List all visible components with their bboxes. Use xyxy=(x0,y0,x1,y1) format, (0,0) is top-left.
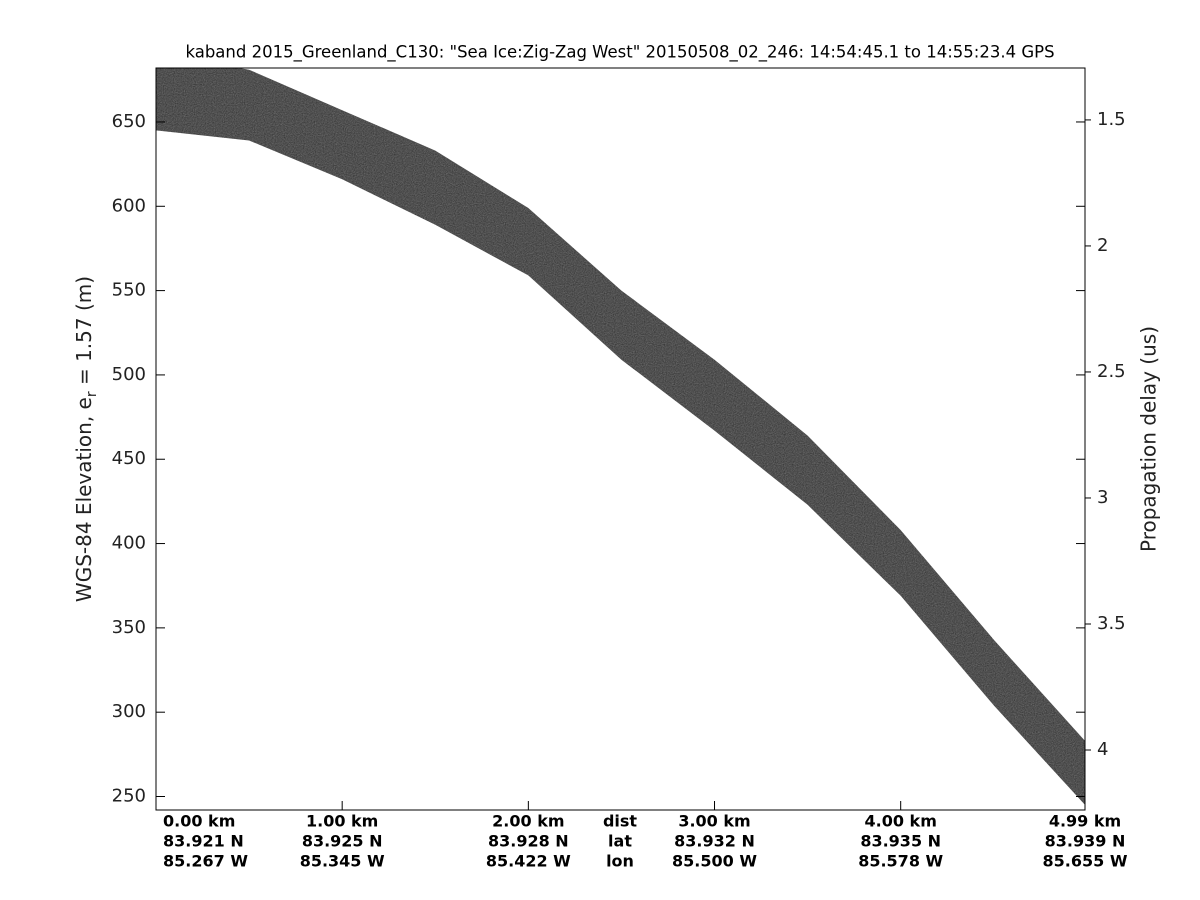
lon-label: 85.655 W xyxy=(1043,852,1128,871)
y2-tick-label: 3 xyxy=(1097,487,1108,508)
lat-label: 83.932 N xyxy=(674,832,755,851)
y-tick-label: 650 xyxy=(112,111,146,132)
plot-frame xyxy=(155,67,1086,811)
y2-tick-label: 3.5 xyxy=(1097,613,1126,634)
y-tick-label: 400 xyxy=(112,533,146,554)
row-label: lon xyxy=(606,852,634,871)
y2-tick-label: 1.5 xyxy=(1097,109,1126,130)
lon-label: 85.578 W xyxy=(858,852,943,871)
x-tick-label: 0.00 km xyxy=(163,812,235,831)
y-label-suffix: = 1.57 (m) xyxy=(72,276,96,391)
row-label: dist xyxy=(603,812,637,831)
lon-label: 85.422 W xyxy=(486,852,571,871)
x-tick-label: 2.00 km xyxy=(492,812,564,831)
row-label: lat xyxy=(608,832,632,851)
lat-label: 83.928 N xyxy=(488,832,569,851)
y-tick-label: 350 xyxy=(112,617,146,638)
x-tick-label: 4.00 km xyxy=(865,812,937,831)
y-axis-label: WGS-84 Elevation, er = 1.57 (m) xyxy=(72,276,101,602)
y-tick-label: 250 xyxy=(112,786,146,807)
y-tick-label: 550 xyxy=(112,280,146,301)
x-tick-label: 1.00 km xyxy=(306,812,378,831)
y2-tick-label: 4 xyxy=(1097,739,1108,760)
y-tick-label: 600 xyxy=(112,195,146,216)
y-label-text: WGS-84 Elevation, e xyxy=(72,397,96,602)
y-tick-label: 300 xyxy=(112,701,146,722)
lon-label: 85.345 W xyxy=(300,852,385,871)
y-tick-label: 500 xyxy=(112,364,146,385)
y2-tick-label: 2 xyxy=(1097,235,1108,256)
lon-label: 85.267 W xyxy=(163,852,248,871)
x-tick-label: 3.00 km xyxy=(678,812,750,831)
lat-label: 83.921 N xyxy=(163,832,244,851)
y2-tick-label: 2.5 xyxy=(1097,361,1126,382)
y-tick-label: 450 xyxy=(112,448,146,469)
x-tick-label: 4.99 km xyxy=(1049,812,1121,831)
chart-title: kaband 2015_Greenland_C130: "Sea Ice:Zig… xyxy=(185,43,1054,63)
y2-axis-label: Propagation delay (us) xyxy=(1137,326,1161,552)
lon-label: 85.500 W xyxy=(672,852,757,871)
lat-label: 83.935 N xyxy=(860,832,941,851)
lat-label: 83.925 N xyxy=(302,832,383,851)
lat-label: 83.939 N xyxy=(1045,832,1126,851)
y-label-subscript: r xyxy=(84,391,100,397)
